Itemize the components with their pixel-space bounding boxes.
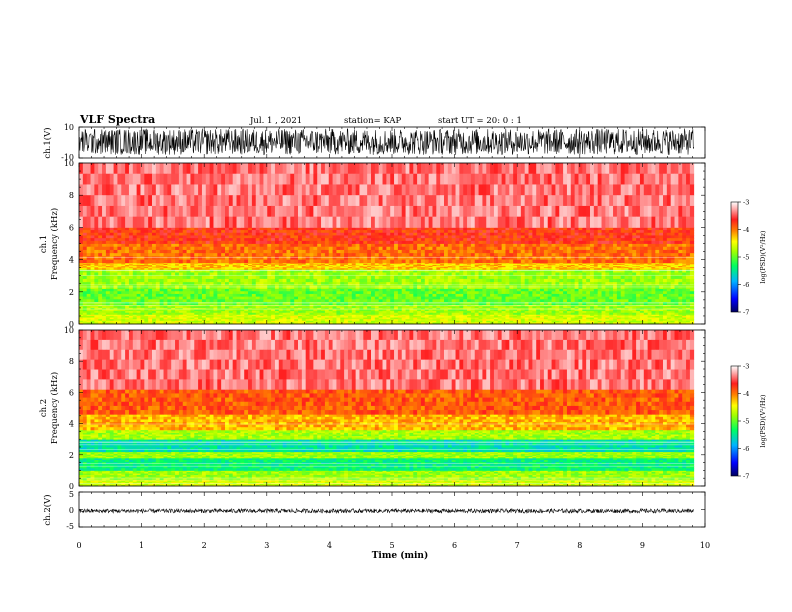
x-tick-label: 4 [327, 541, 332, 550]
colorbar-scale [730, 365, 739, 477]
ytick-label: 10 [64, 123, 74, 132]
x-tick-label: 1 [139, 541, 144, 550]
spectrogram-image-ch2 [79, 330, 705, 487]
y-tick-label: 0 [69, 482, 74, 491]
x-tick-label: 3 [264, 541, 269, 550]
y-tick-label: 8 [69, 191, 74, 200]
colorbar-tick-label: -7 [743, 473, 749, 481]
y-tick-label: 8 [69, 357, 74, 366]
waveform-panel-ch1: 10 -10 ch.1(V) [42, 123, 706, 162]
x-tick-label: 10 [700, 541, 710, 550]
y-tick-label: 10 [64, 326, 74, 335]
colorbar-tick-label: -6 [743, 281, 749, 289]
y-tick-label: 4 [69, 420, 74, 429]
x-tick-label: 7 [515, 541, 520, 550]
y-tick-label: 6 [69, 223, 74, 232]
x-axis-tick-labels: 0 1 2 3 4 5 6 7 8 9 10 [76, 541, 710, 550]
x-tick-label: 6 [452, 541, 457, 550]
colorbar-tick-label: -3 [743, 199, 749, 207]
ytick-label: 5 [69, 490, 74, 499]
colorbar-tick-label: -5 [743, 254, 749, 262]
spectrogram-panel-ch2: 0 2 4 6 8 10 ch.2 Frequency (kHz) [39, 326, 706, 491]
colorbar-ch1: -3 -4 -5 -6 -7 log(PSD)(V²/Hz) [730, 199, 767, 317]
colorbar-tick-label: -4 [743, 390, 749, 398]
colorbar-tick-label: -5 [743, 418, 749, 426]
colorbar-tick-label: -6 [743, 445, 749, 453]
ytick-label: -5 [66, 522, 74, 531]
ytick-label: -10 [61, 153, 74, 162]
x-tick-label: 9 [640, 541, 645, 550]
date-label: Jul. 1 , 2021 [249, 116, 302, 126]
y-tick-label: 0 [69, 320, 74, 329]
figure-title: VLF Spectra [79, 113, 155, 126]
x-axis-label: Time (min) [372, 550, 429, 561]
colorbar-ch2: -3 -4 -5 -6 -7 log(PSD)(V²/Hz) [730, 363, 767, 481]
spectrogram-panel-ch1: 0 2 4 6 8 10 ch.1 Frequency (kHz) [39, 159, 706, 329]
waveform-trace-ch2 [78, 507, 694, 515]
station-label: station= KAP [344, 116, 402, 126]
colorbar-label: log(PSD)(V²/Hz) [759, 394, 767, 447]
y-axis-label: Frequency (kHz) [49, 208, 60, 280]
y-axis-label: ch.2(V) [42, 494, 53, 525]
y-tick-label: 2 [69, 451, 74, 460]
y-tick-label: 4 [69, 256, 74, 265]
colorbar-scale [730, 201, 739, 313]
y-tick-label: 6 [69, 388, 74, 397]
y-tick-label: 2 [69, 288, 74, 297]
colorbar-label: log(PSD)(V²/Hz) [759, 230, 767, 283]
x-tick-label: 8 [577, 541, 582, 550]
y-axis-label: ch.1 [39, 235, 49, 253]
plot-frame [78, 491, 706, 528]
colorbar-tick-label: -3 [743, 363, 749, 371]
y-axis-label: Frequency (kHz) [49, 372, 60, 444]
x-tick-label: 0 [76, 541, 81, 550]
y-axis-label: ch.2 [39, 399, 49, 417]
x-tick-label: 2 [202, 541, 207, 550]
y-tick-label: 10 [64, 159, 74, 168]
waveform-panel-ch2: 5 0 -5 ch.2(V) [42, 490, 706, 531]
waveform-trace-ch1 [78, 128, 694, 156]
start-time-label: start UT = 20: 0 : 1 [438, 116, 522, 126]
y-axis-label: ch.1(V) [42, 127, 53, 158]
spectrogram-image-ch1 [79, 163, 705, 325]
colorbar-tick-label: -7 [743, 309, 749, 317]
colorbar-tick-label: -4 [743, 226, 749, 234]
ytick-label: 0 [69, 506, 74, 515]
x-tick-label: 5 [389, 541, 394, 550]
